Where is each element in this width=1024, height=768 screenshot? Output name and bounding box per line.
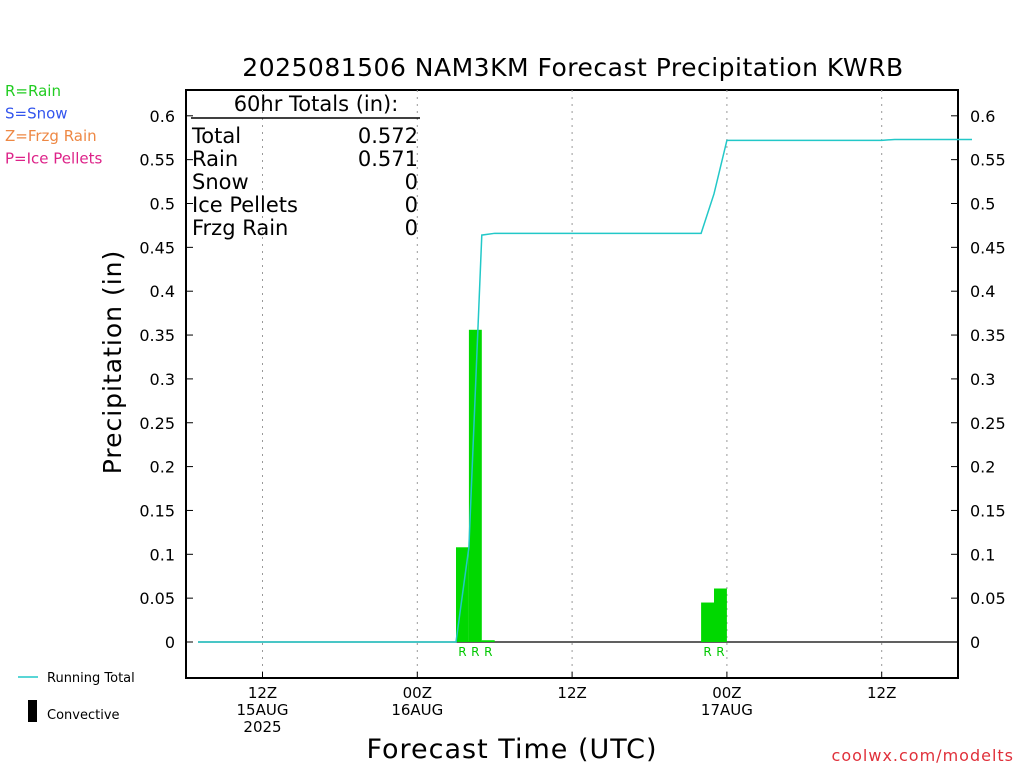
ptype-marker: R [458,645,466,659]
precip-bar [701,602,714,642]
y-tick-label-right: 0 [970,633,980,652]
x-tick-label: 2025 [243,718,281,736]
totals-row-value: 0 [405,216,418,240]
convective-swatch [28,700,37,722]
y-axis-ticks: 0 00.05 0.050.1 0.10.15 0.150.2 0.20.25 0.250.… [139,107,1005,652]
ptype-legend-item: P=Ice Pellets [5,150,102,168]
ptype-legend-item: R=Rain [5,82,61,100]
x-tick-label: 00Z [712,684,741,702]
chart-title: 2025081506 NAM3KM Forecast Precipitation… [242,53,903,82]
y-tick-label-left: 0.05 [139,589,175,608]
totals-row-value: 0 [405,170,418,194]
x-tick-label: 00Z [403,684,432,702]
running-total-line [198,138,972,643]
ptype-legend-item: Z=Frzg Rain [5,127,97,145]
y-tick-label-left: 0.3 [150,370,175,389]
totals-row-label: Total [191,124,241,148]
y-tick-label-left: 0 [165,633,175,652]
totals-row-label: Rain [192,147,238,171]
y-tick-label-left: 0.4 [150,282,175,301]
running-total-legend-label: Running Total [47,671,135,686]
y-tick-label-left: 0.6 [150,107,175,126]
grid-lines [262,90,883,678]
ptype-marker: R [484,645,492,659]
totals-row-label: Ice Pellets [192,193,298,217]
ptype-legend-item: S=Snow [5,105,68,123]
y-tick-label-right: 0.45 [970,238,1006,257]
totals-header: 60hr Totals (in): [234,92,399,116]
x-axis-label: Forecast Time (UTC) [366,734,657,765]
y-tick-label-left: 0.45 [139,238,175,257]
y-tick-label-right: 0.25 [970,414,1006,433]
credit-text: coolwx.com/modelts [832,746,1014,765]
y-tick-label-right: 0.3 [970,370,995,389]
totals-row-label: Snow [192,170,249,194]
x-tick-label: 17AUG [701,701,753,719]
y-tick-label-left: 0.55 [139,151,175,170]
y-tick-label-left: 0.25 [139,414,175,433]
x-tick-label: 16AUG [391,701,443,719]
convective-legend-label: Convective [47,708,120,723]
y-tick-label-left: 0.2 [150,458,175,477]
y-tick-label-left: 0.1 [150,545,175,564]
y-tick-label-right: 0.4 [970,282,995,301]
precip-bar [714,588,727,642]
y-tick-label-left: 0.15 [139,501,175,520]
ptype-marker: R [471,645,479,659]
y-tick-label-right: 0.1 [970,545,995,564]
x-tick-label: 15AUG [237,701,289,719]
totals-row-label: Frzg Rain [192,216,288,240]
ptype-legend: R=Rain S=Snow Z=Frzg Rain P=Ice Pellets [5,82,102,168]
y-tick-label-right: 0.5 [970,195,995,214]
y-axis-label: Precipitation (in) [98,250,127,475]
y-tick-label-left: 0.35 [139,326,175,345]
y-tick-label-right: 0.2 [970,458,995,477]
bottom-legend: Running Total Convective [18,671,135,723]
ptype-marker: R [716,645,724,659]
x-tick-label: 12Z [248,684,277,702]
y-tick-label-right: 0.6 [970,107,995,126]
precip-bar [481,640,495,642]
y-tick-label-left: 0.5 [150,195,175,214]
totals-row-value: 0.572 [358,124,418,148]
ptype-marker: R [703,645,711,659]
y-tick-label-right: 0.35 [970,326,1006,345]
precip-bar [468,329,482,642]
y-tick-label-right: 0.05 [970,589,1006,608]
x-tick-label: 12Z [557,684,586,702]
totals-row-value: 0.571 [358,147,418,171]
y-tick-label-right: 0.15 [970,501,1006,520]
precip-bars [456,329,727,642]
totals-row-value: 0 [405,193,418,217]
totals-box: 60hr Totals (in): Total 0.572 Rain 0.571 Sno… [191,92,420,240]
y-tick-label-right: 0.55 [970,151,1006,170]
x-tick-label: 12Z [867,684,896,702]
